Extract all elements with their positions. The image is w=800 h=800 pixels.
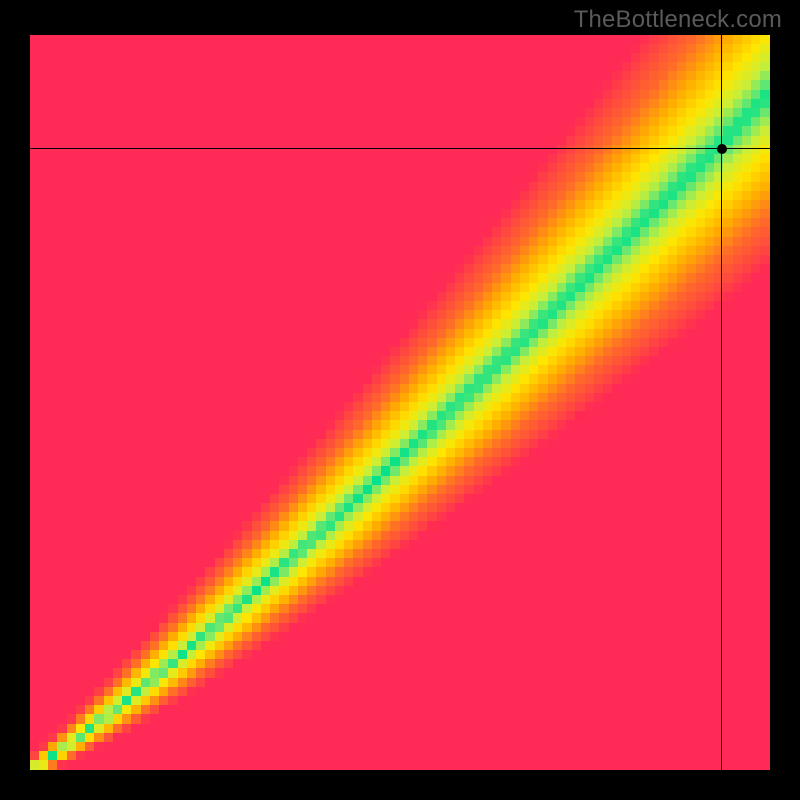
heatmap-canvas [30,35,770,770]
chart-container: TheBottleneck.com [0,0,800,800]
watermark-text: TheBottleneck.com [574,6,782,34]
crosshair-marker [717,144,727,154]
crosshair-horizontal [30,148,770,149]
